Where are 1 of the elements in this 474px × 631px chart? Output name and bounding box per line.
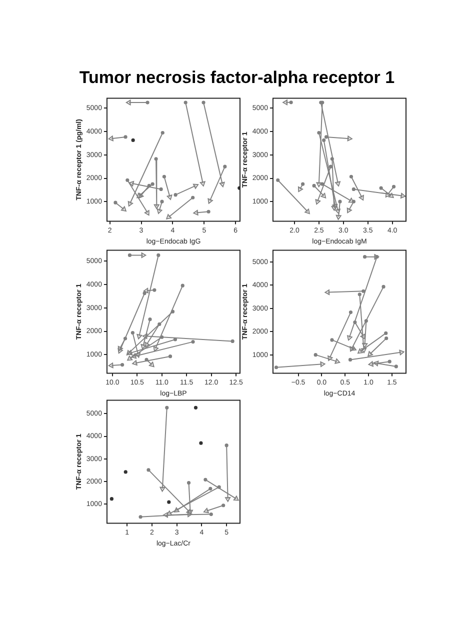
chart-title: Tumor necrosis factor-alpha receptor 1 — [78, 68, 396, 88]
